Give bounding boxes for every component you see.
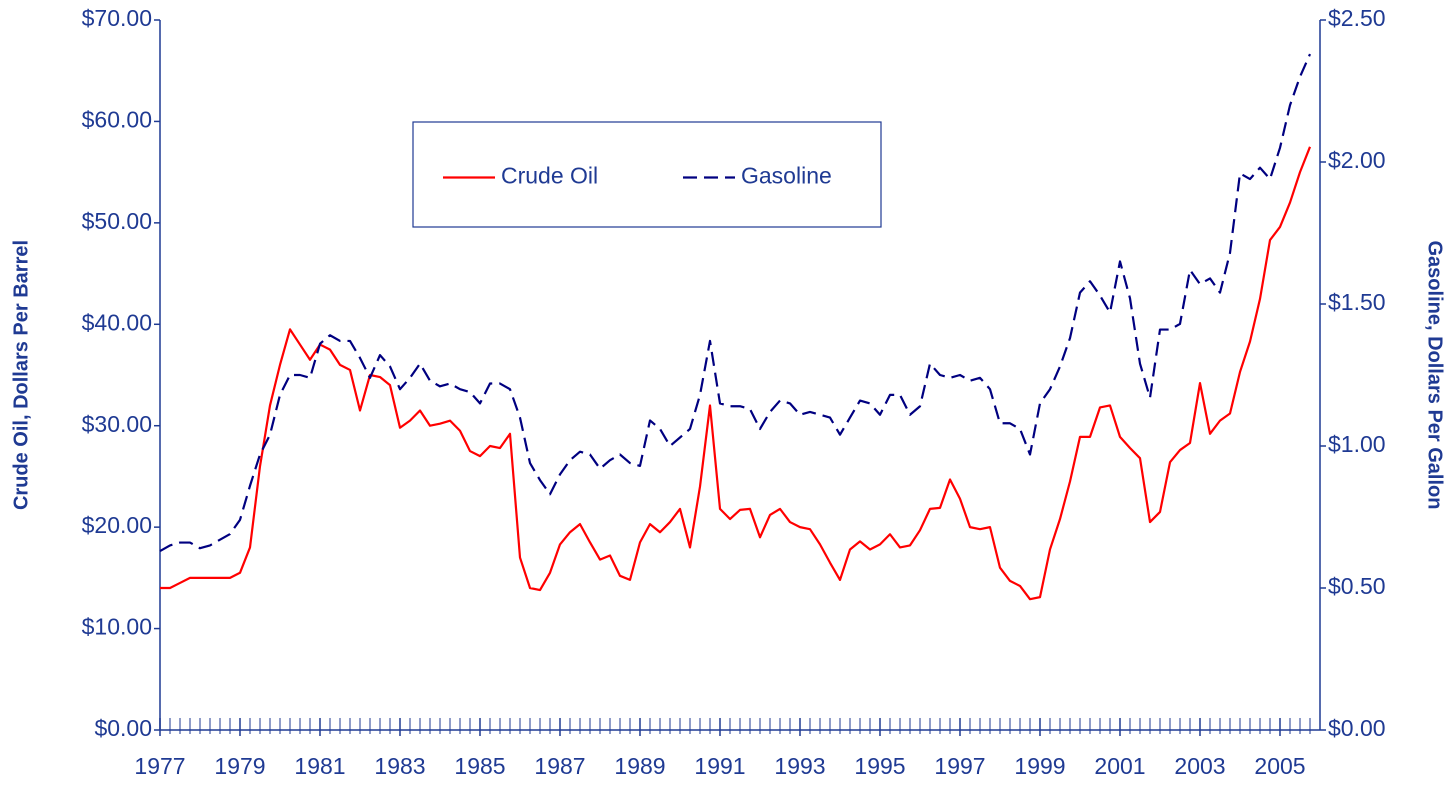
y2-axis-title: Gasoline, Dollars Per Gallon — [1424, 241, 1446, 510]
x-tick-label: 1979 — [214, 753, 265, 779]
x-tick-label: 2005 — [1254, 753, 1305, 779]
y2-tick-label: $2.50 — [1328, 5, 1386, 31]
x-tick-label: 1977 — [134, 753, 185, 779]
x-tick-label: 1991 — [694, 753, 745, 779]
legend-box — [412, 121, 882, 228]
x-tick-label: 2001 — [1094, 753, 1145, 779]
x-tick-label: 1993 — [774, 753, 825, 779]
y-tick-label: $40.00 — [82, 309, 152, 335]
legend-label: Crude Oil — [501, 163, 598, 189]
legend-label: Gasoline — [741, 163, 832, 189]
line-1 — [159, 53, 1312, 553]
y-tick-label: $10.00 — [82, 614, 152, 640]
x-tick-label: 1983 — [374, 753, 425, 779]
y-tick-label: $0.00 — [94, 715, 152, 741]
y-tick-label: $20.00 — [82, 512, 152, 538]
x-tick-label: 2003 — [1174, 753, 1225, 779]
x-tick-label: 1981 — [294, 753, 345, 779]
y2-tick-label: $1.00 — [1328, 431, 1386, 457]
x-tick-label: 1987 — [534, 753, 585, 779]
x-tick-label: 1997 — [934, 753, 985, 779]
x-tick-label: 1989 — [614, 753, 665, 779]
y-tick-label: $30.00 — [82, 411, 152, 437]
line-0 — [160, 146, 1312, 601]
x-tick-label: 1999 — [1014, 753, 1065, 779]
y2-tick-label: $0.50 — [1328, 573, 1386, 599]
y2-tick-label: $2.00 — [1328, 147, 1386, 173]
x-tick-label: 1985 — [454, 753, 505, 779]
x-tick-label: 1995 — [854, 753, 905, 779]
y-tick-label: $50.00 — [82, 208, 152, 234]
y2-tick-label: $1.50 — [1328, 289, 1386, 315]
y2-tick-label: $0.00 — [1328, 715, 1386, 741]
y-tick-label: $70.00 — [82, 5, 152, 31]
y-tick-label: $60.00 — [82, 107, 152, 133]
y-axis-title: Crude Oil, Dollars Per Barrel — [10, 240, 32, 510]
